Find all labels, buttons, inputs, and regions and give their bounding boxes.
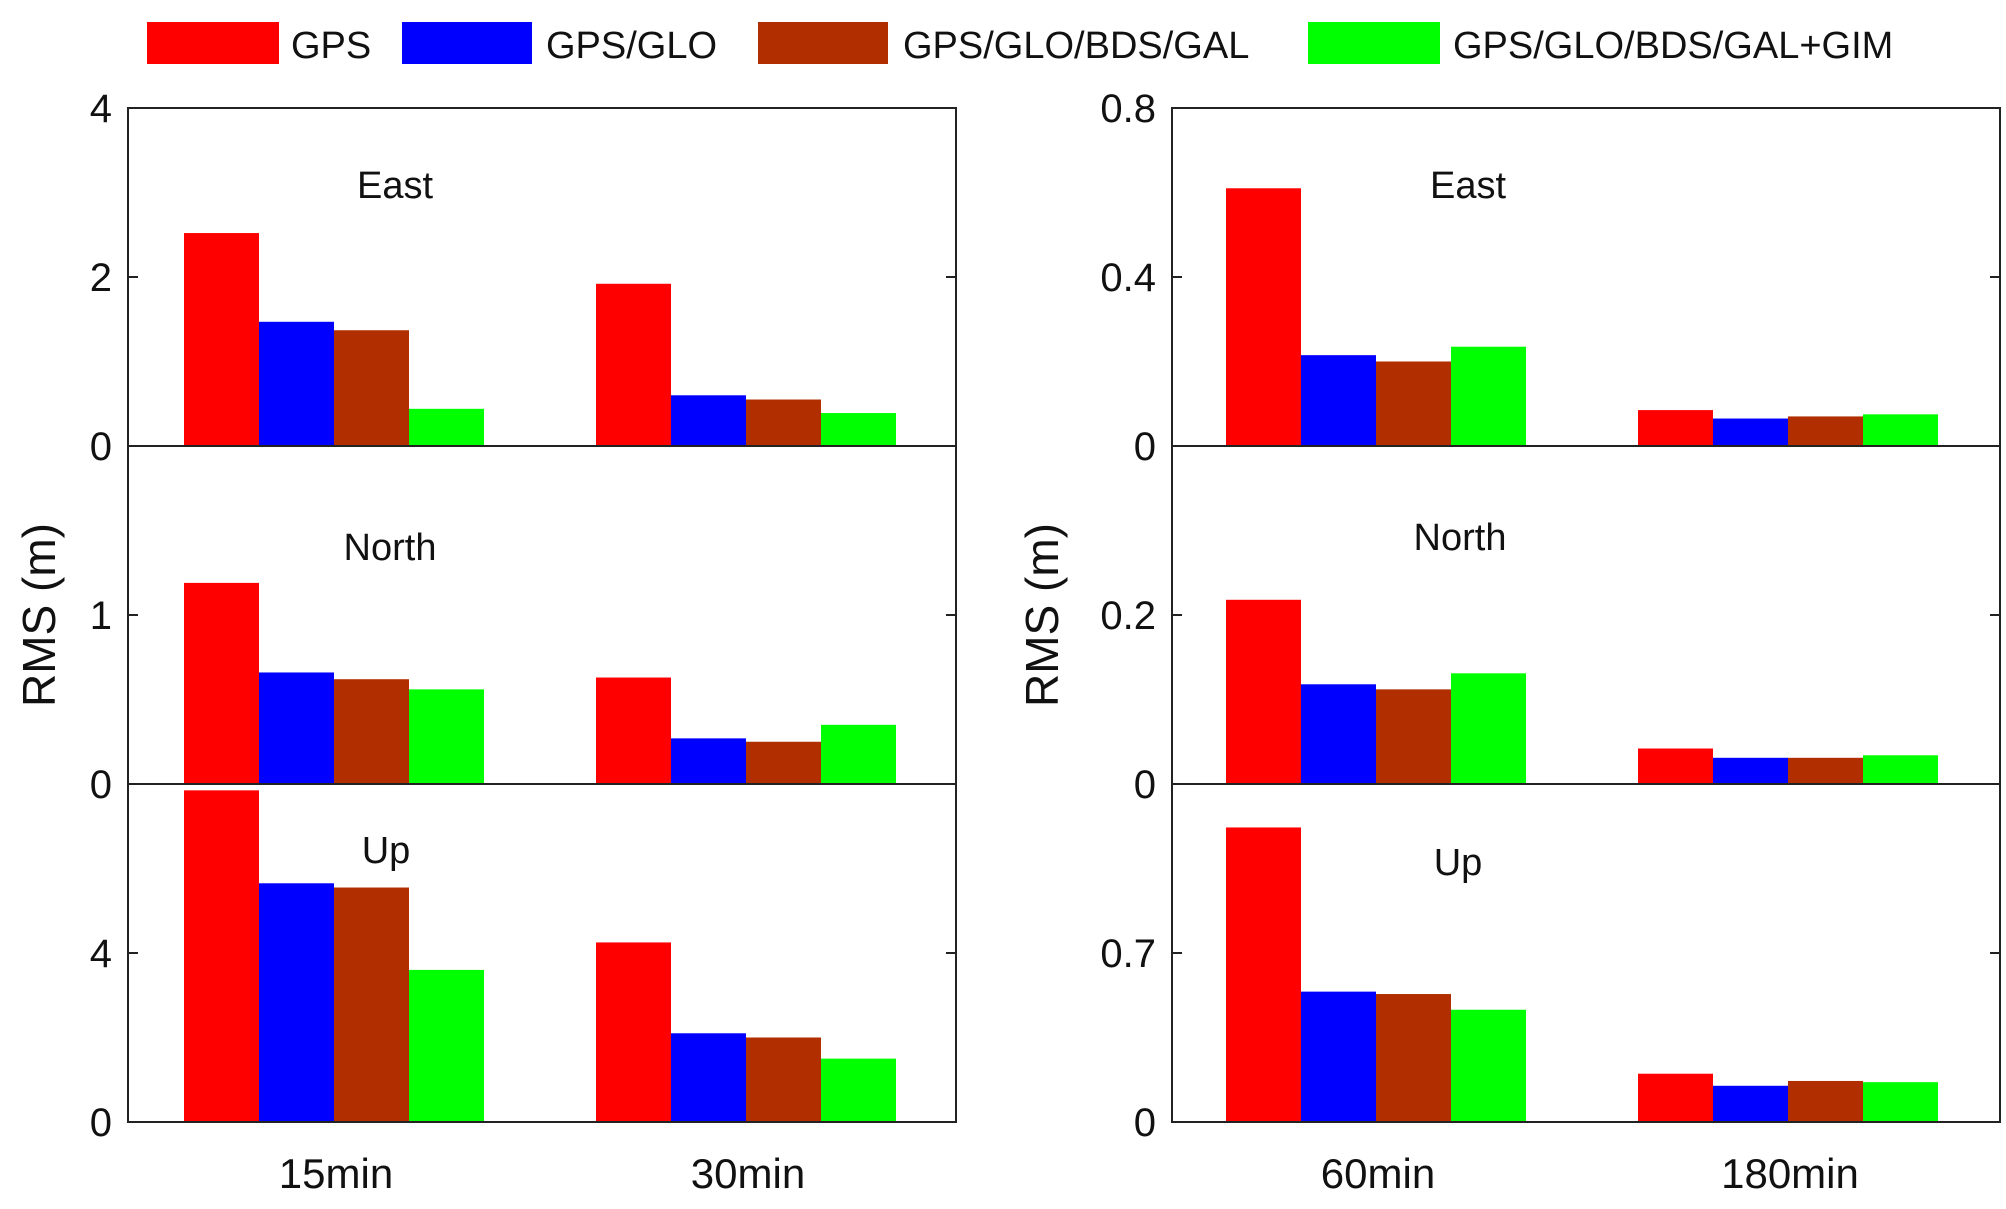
bar-up-180min-gps-glo-bds-gal: [1788, 1080, 1863, 1122]
bar-east-30min-gps-glo-bds-gal-gim: [821, 413, 896, 446]
bar-east-15min-gps: [184, 233, 259, 446]
legend-label-gps-glo-bds-gal-gim: GPS/GLO/BDS/GAL+GIM: [1453, 25, 1893, 67]
bar-up-180min-gps-glo: [1713, 1085, 1788, 1122]
bar-east-180min-gps: [1638, 410, 1713, 446]
ytick-label: 0: [90, 425, 112, 469]
legend-label-gps-glo-bds-gal: GPS/GLO/BDS/GAL: [903, 25, 1249, 67]
chart-right: 0 0.4 0.8 East 0 0.2 North 0 0.7 Up 60min 180min RMS…: [1016, 87, 2001, 1197]
legend-label-gps-glo: GPS/GLO: [546, 25, 717, 67]
bar-up-180min-gps: [1638, 1073, 1713, 1122]
legend-swatch-gps-glo-bds-gal-gim: [1308, 22, 1440, 64]
ytick-label: 0.7: [1100, 932, 1156, 976]
bar-north-60min-gps: [1226, 599, 1301, 784]
panel-east: 0 2 4 East: [90, 87, 957, 469]
bar-east-180min-gps-glo-bds-gal-gim: [1863, 414, 1938, 446]
legend-swatch-gps-glo: [402, 22, 532, 64]
legend-item-gps-glo-bds-gal: GPS/GLO/BDS/GAL: [758, 22, 1249, 67]
bar-up-30min-gps: [596, 942, 671, 1122]
bar-north-30min-gps: [596, 677, 671, 784]
bar-north-30min-gps-glo-bds-gal: [746, 741, 821, 784]
bar-north-180min-gps-glo-bds-gal-gim: [1863, 755, 1938, 784]
bar-east-30min-gps: [596, 283, 671, 446]
y-axis-title: RMS (m): [13, 523, 65, 707]
bar-up-15min-gps-glo-bds-gal-gim: [409, 969, 484, 1122]
panel-title-east: East: [357, 165, 433, 207]
ytick-label: 0: [1134, 763, 1156, 807]
bar-north-15min-gps-glo-bds-gal: [334, 679, 409, 784]
bar-up-30min-gps-glo-bds-gal: [746, 1037, 821, 1122]
ytick-label: 0: [90, 1101, 112, 1145]
panel-title-east: East: [1430, 165, 1506, 207]
bar-up-15min-gps-glo: [259, 883, 334, 1122]
bar-east-15min-gps-glo: [259, 321, 334, 446]
panel-east: 0 0.4 0.8 East: [1100, 87, 2001, 469]
chart-left: 0 2 4 East 0 1 North 0 4 Up 15min 30min RMS (m): [13, 87, 957, 1197]
bar-up-60min-gps-glo-bds-gal-gim: [1451, 1009, 1526, 1122]
bar-north-180min-gps-glo-bds-gal: [1788, 757, 1863, 784]
bar-north-30min-gps-glo: [671, 738, 746, 784]
legend-swatch-gps: [147, 22, 279, 64]
ytick-label: 4: [90, 932, 112, 976]
bar-north-15min-gps-glo-bds-gal-gim: [409, 689, 484, 784]
bar-up-60min-gps-glo: [1301, 991, 1376, 1122]
bar-east-60min-gps: [1226, 188, 1301, 446]
ytick-label: 2: [90, 256, 112, 300]
xtick-label-30min: 30min: [691, 1150, 805, 1197]
panel-title-north: North: [344, 527, 437, 569]
xtick-label-60min: 60min: [1321, 1150, 1435, 1197]
bar-north-60min-gps-glo-bds-gal-gim: [1451, 673, 1526, 784]
legend-item-gps-glo: GPS/GLO: [402, 22, 717, 67]
bar-north-180min-gps: [1638, 748, 1713, 784]
bar-up-60min-gps-glo-bds-gal: [1376, 994, 1451, 1122]
bar-east-30min-gps-glo: [671, 395, 746, 446]
bar-east-180min-gps-glo-bds-gal: [1788, 416, 1863, 446]
bar-north-30min-gps-glo-bds-gal-gim: [821, 724, 896, 784]
ytick-label: 0.2: [1100, 594, 1156, 638]
panel-north: 0 1 North: [90, 445, 957, 807]
ytick-label: 0: [1134, 1101, 1156, 1145]
bar-up-30min-gps-glo-bds-gal-gim: [821, 1058, 896, 1122]
panel-title-up: Up: [362, 830, 411, 872]
bar-north-15min-gps: [184, 582, 259, 784]
panel-north: 0 0.2 North: [1100, 445, 2001, 807]
legend-swatch-gps-glo-bds-gal: [758, 22, 888, 64]
bar-north-60min-gps-glo: [1301, 684, 1376, 784]
bar-east-15min-gps-glo-bds-gal-gim: [409, 408, 484, 446]
legend: GPS GPS/GLO GPS/GLO/BDS/GAL GPS/GLO/BDS/GAL…: [147, 22, 1893, 67]
y-axis-title: RMS (m): [1016, 523, 1068, 707]
panel-title-north: North: [1414, 517, 1507, 559]
legend-item-gps: GPS: [147, 22, 371, 67]
ytick-label: 0: [90, 763, 112, 807]
bar-up-30min-gps-glo: [671, 1033, 746, 1122]
panel-up: 0 0.7 Up: [1100, 783, 2001, 1145]
ytick-label: 0.8: [1100, 87, 1156, 131]
bar-east-60min-gps-glo-bds-gal: [1376, 361, 1451, 446]
bar-up-60min-gps: [1226, 827, 1301, 1122]
xtick-label-180min: 180min: [1721, 1150, 1859, 1197]
bar-east-60min-gps-glo: [1301, 355, 1376, 446]
xtick-label-15min: 15min: [279, 1150, 393, 1197]
bar-north-15min-gps-glo: [259, 672, 334, 784]
bar-up-15min-gps: [184, 790, 259, 1122]
ytick-label: 1: [90, 594, 112, 638]
ytick-label: 4: [90, 87, 112, 131]
bar-north-60min-gps-glo-bds-gal: [1376, 689, 1451, 784]
bar-east-180min-gps-glo: [1713, 418, 1788, 446]
legend-label-gps: GPS: [291, 25, 371, 67]
ytick-label: 0.4: [1100, 256, 1156, 300]
bar-up-15min-gps-glo-bds-gal: [334, 887, 409, 1122]
ytick-label: 0: [1134, 425, 1156, 469]
bar-east-30min-gps-glo-bds-gal: [746, 399, 821, 446]
bar-north-180min-gps-glo: [1713, 757, 1788, 784]
panel-title-up: Up: [1434, 842, 1483, 884]
bar-east-60min-gps-glo-bds-gal-gim: [1451, 346, 1526, 446]
panel-up: 0 4 Up: [90, 783, 957, 1145]
legend-item-gps-glo-bds-gal-gim: GPS/GLO/BDS/GAL+GIM: [1308, 22, 1893, 67]
bar-up-180min-gps-glo-bds-gal-gim: [1863, 1082, 1938, 1122]
bar-east-15min-gps-glo-bds-gal: [334, 330, 409, 446]
